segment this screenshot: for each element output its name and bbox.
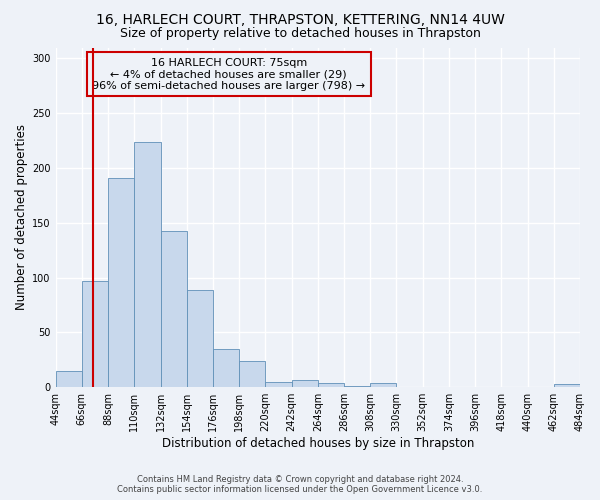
- Bar: [161, 230, 187, 387]
- Y-axis label: Number of detached properties: Number of detached properties: [15, 124, 28, 310]
- Text: 16, HARLECH COURT, THRAPSTON, KETTERING, NN14 4UW: 16, HARLECH COURT, THRAPSTON, KETTERING,…: [95, 12, 505, 26]
- Bar: [318, 383, 344, 387]
- Bar: [213, 349, 239, 387]
- Bar: [82, 281, 108, 387]
- Bar: [370, 383, 397, 387]
- Bar: [292, 380, 318, 387]
- Text: Contains HM Land Registry data © Crown copyright and database right 2024.
Contai: Contains HM Land Registry data © Crown c…: [118, 474, 482, 494]
- Bar: [187, 290, 213, 387]
- Bar: [239, 361, 265, 387]
- Bar: [108, 178, 134, 387]
- Bar: [265, 382, 292, 387]
- Text: 16 HARLECH COURT: 75sqm
← 4% of detached houses are smaller (29)
96% of semi-det: 16 HARLECH COURT: 75sqm ← 4% of detached…: [92, 58, 365, 91]
- Bar: [134, 142, 161, 387]
- Bar: [554, 384, 580, 387]
- X-axis label: Distribution of detached houses by size in Thrapston: Distribution of detached houses by size …: [161, 437, 474, 450]
- Bar: [344, 386, 370, 387]
- Bar: [56, 371, 82, 387]
- Text: Size of property relative to detached houses in Thrapston: Size of property relative to detached ho…: [119, 26, 481, 40]
